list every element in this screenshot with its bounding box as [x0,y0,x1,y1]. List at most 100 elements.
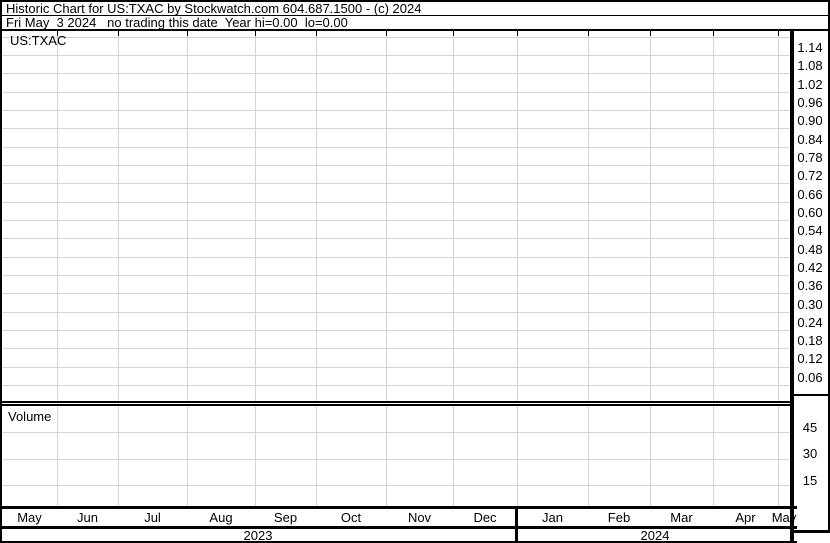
month-tick [650,31,651,36]
price-axis-label: 0.42 [797,259,823,275]
year-label: 2023 [243,528,273,543]
price-gridline-h [2,128,790,130]
month-label: Oct [340,510,362,525]
left-border [0,0,2,543]
axis-column-bottom-line [790,530,830,533]
symbol-label: US:TXAC [10,33,67,48]
price-axis-label: 0.84 [797,131,823,147]
price-gridline-h [2,274,790,276]
month-gridline-v [778,406,779,506]
month-gridline-v [386,31,387,401]
price-gridline-h [2,146,790,148]
year-divider-line [515,506,518,543]
price-gridline-h [2,348,790,350]
price-gridline-h [2,256,790,258]
price-axis-label: 0.48 [797,241,823,257]
month-label: Sep [273,510,298,525]
month-tick [255,31,256,36]
price-gridline-h [2,311,790,313]
volume-axis-label: 45 [802,419,818,435]
month-gridline-v [778,31,779,401]
volume-axis-label: 30 [802,446,818,461]
month-tick [453,31,454,36]
month-tick [57,31,58,36]
month-label: Dec [473,510,497,525]
price-axis-label: 0.78 [797,149,823,165]
month-gridline-v [187,406,188,506]
month-label: May [771,510,797,525]
month-gridline-v [713,406,714,506]
month-label: Jan [542,510,563,525]
bottom-border [0,541,797,543]
month-gridline-v [386,406,387,506]
month-label: Jun [77,510,98,525]
price-axis-label: 0.12 [797,351,823,367]
month-tick [713,31,714,36]
pane-separator-line-lower [2,404,790,406]
price-axis-label: 1.02 [797,76,823,92]
price-gridline-h [2,164,790,166]
month-gridline-v [588,406,589,506]
price-gridline-h [2,238,790,240]
month-gridline-v [255,406,256,506]
price-axis-label: 0.24 [797,314,823,330]
price-gridline-h [2,36,790,38]
price-axis-label: 0.96 [797,95,823,110]
price-gridline-h [2,201,790,203]
month-gridline-v [650,31,651,401]
year-label: 2024 [640,528,670,543]
price-gridline-h [2,366,790,368]
month-tick [517,31,518,36]
axis-column-separator-line [790,394,830,396]
volume-gridline-h [2,485,790,486]
month-tick [778,31,779,36]
month-label: Nov [407,510,432,525]
month-gridline-v [517,406,518,506]
month-tick [316,31,317,36]
price-gridline-h [2,219,790,221]
pane-separator-line-upper [2,401,790,403]
price-axis-label: 0.60 [797,204,823,220]
price-axis-label: 0.36 [797,278,823,294]
top-border [0,0,830,2]
month-label: Feb [607,510,631,525]
month-tick [588,31,589,36]
month-gridline-v [316,31,317,401]
month-gridline-v [517,31,518,401]
price-gridline-h [2,91,790,93]
header-divider-line [0,15,830,16]
month-label: Aug [209,510,233,525]
month-gridline-v [713,31,714,401]
month-gridline-v [118,406,119,506]
price-axis-label: 0.06 [797,369,823,385]
volume-label: Volume [8,409,52,424]
month-gridline-v [650,406,651,506]
price-axis-label: 0.66 [797,186,823,202]
month-gridline-v [187,31,188,401]
month-gridline-v [588,31,589,401]
chart-right-frame-line [790,31,794,543]
price-gridline-h [2,329,790,331]
month-gridline-v [316,406,317,506]
volume-gridline-h [2,432,790,433]
right-border [828,0,830,533]
month-label: May [17,510,42,525]
price-axis-label: 0.54 [797,223,823,239]
price-gridline-h [2,55,790,56]
month-label: Jul [144,510,161,525]
chart-title: Historic Chart for US:TXAC by Stockwatch… [6,1,422,16]
header-separator-line [0,29,830,31]
price-axis-label: 1.14 [797,40,823,55]
price-gridline-h [2,110,790,111]
month-gridline-v [57,31,58,401]
month-gridline-v [57,406,58,506]
price-gridline-h [2,183,790,185]
month-gridline-v [453,31,454,401]
price-axis-label: 1.08 [797,58,823,74]
month-band-bottom-line [0,526,797,529]
month-label: Mar [670,510,693,525]
month-label: Apr [735,510,756,525]
price-gridline-h [2,293,790,295]
month-tick [118,31,119,36]
